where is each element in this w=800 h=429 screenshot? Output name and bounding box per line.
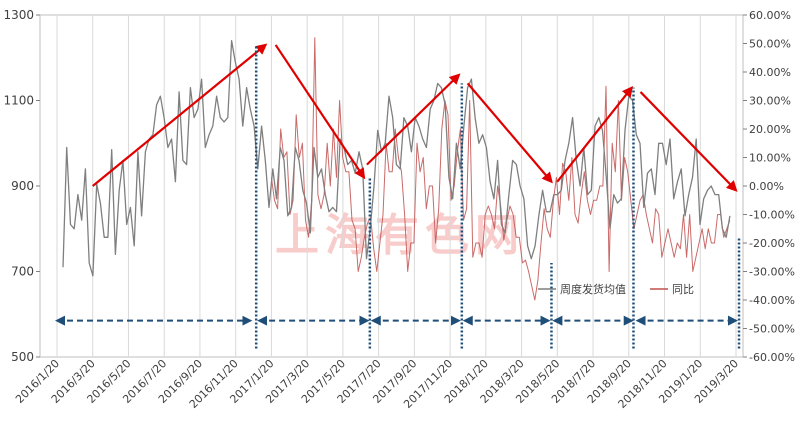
y-left-tick-label: 1300 (3, 8, 34, 22)
trend-arrow (366, 73, 461, 166)
trend-arrow (92, 43, 268, 187)
y-right-tick-label: 60.00% (749, 9, 791, 22)
series-line (62, 39, 731, 277)
y-left-tick-label: 1100 (3, 94, 34, 108)
watermark: 上海有色网 (275, 210, 525, 261)
y-left-tick-label: 500 (11, 350, 34, 364)
annotations (55, 43, 741, 349)
y-right-tick-label: -60.00% (749, 351, 795, 364)
y-right-tick-label: -50.00% (749, 323, 795, 336)
grid (39, 14, 744, 358)
y-right-tick-label: -10.00% (749, 209, 795, 222)
y-right-tick-label: 30.00% (749, 95, 791, 108)
legend-label: 周度发货均值 (560, 282, 626, 296)
y-left-tick-label: 900 (11, 179, 34, 193)
y-right-tick-label: -20.00% (749, 237, 795, 250)
trend-arrow (274, 44, 366, 180)
y-right-tick-label: 40.00% (749, 66, 791, 79)
y-right-tick-label: 0.00% (749, 180, 784, 193)
trend-arrow (556, 85, 634, 183)
y-left-tick-label: 700 (11, 265, 34, 279)
series (62, 37, 731, 301)
legend: 周度发货均值 同比 (538, 282, 694, 296)
y-right-tick-label: 50.00% (749, 38, 791, 51)
legend-label: 同比 (672, 283, 694, 296)
trend-arrow (466, 82, 553, 184)
trend-arrow (639, 91, 738, 192)
y-right-tick-label: 10.00% (749, 152, 791, 165)
y-right-tick-label: 20.00% (749, 123, 791, 136)
watermark-text: 上海有色网 (275, 210, 525, 261)
plot-area (39, 14, 744, 358)
y-right-tick-label: -30.00% (749, 266, 795, 279)
y-right-tick-label: -40.00% (749, 294, 795, 307)
